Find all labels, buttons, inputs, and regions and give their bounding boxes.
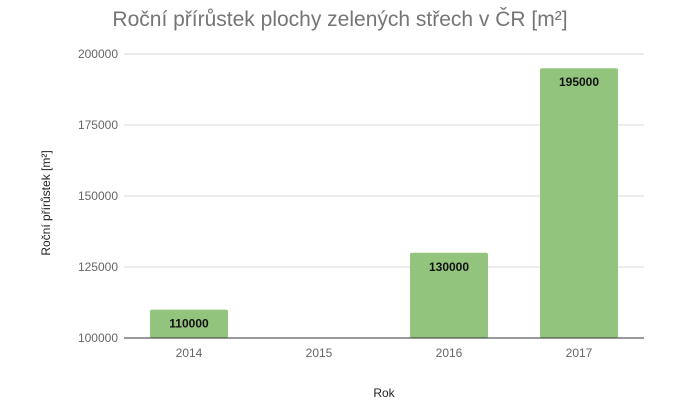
bar-2016 bbox=[410, 252, 488, 338]
data-labels: 110000 130000 195000 bbox=[169, 75, 599, 330]
x-axis-ticks: 2014 2015 2016 2017 bbox=[176, 346, 593, 360]
x-tick-label: 2016 bbox=[436, 346, 463, 360]
x-axis-title: Rok bbox=[373, 386, 395, 400]
y-tick-label: 125000 bbox=[78, 260, 118, 274]
data-label: 110000 bbox=[169, 317, 209, 331]
y-tick-label: 100000 bbox=[78, 331, 118, 345]
bar-2017 bbox=[540, 68, 618, 338]
y-tick-label: 200000 bbox=[78, 47, 118, 61]
y-tick-label: 175000 bbox=[78, 118, 118, 132]
data-label: 195000 bbox=[559, 75, 599, 89]
data-label: 130000 bbox=[429, 260, 469, 274]
y-axis-title: Roční přírůstek [m²] bbox=[39, 150, 53, 255]
x-tick-label: 2015 bbox=[306, 346, 333, 360]
y-tick-label: 150000 bbox=[78, 189, 118, 203]
chart-title: Roční přírůstek plochy zelených střech v… bbox=[112, 8, 567, 31]
bar-2014 bbox=[150, 309, 228, 338]
x-tick-label: 2017 bbox=[566, 346, 593, 360]
x-tick-label: 2014 bbox=[176, 346, 203, 360]
bars bbox=[150, 68, 618, 338]
y-axis-ticks: 100000 125000 150000 175000 200000 bbox=[78, 47, 118, 345]
